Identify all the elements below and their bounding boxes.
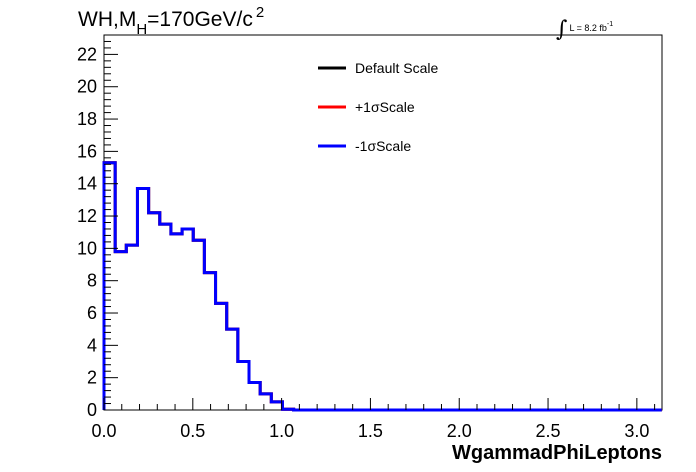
axis-layer: 0 2 4 6 8 10 12 14 16 18 20 22 0.0 0.5 1.0 1.5 2.0 2.5 3.0 bbox=[77, 34, 656, 441]
series-line-0 bbox=[102, 161, 662, 412]
x-tick-label: 1.0 bbox=[269, 421, 294, 441]
y-tick-label: 10 bbox=[77, 238, 97, 258]
series-line-1 bbox=[102, 161, 662, 412]
y-tick-label: 16 bbox=[77, 141, 97, 161]
y-tick-label: 8 bbox=[87, 271, 97, 291]
y-tick-label: 22 bbox=[77, 44, 97, 64]
legend: Default Scale +1σScale -1σScale bbox=[318, 60, 438, 154]
series-layer bbox=[102, 161, 662, 412]
y-tick-label: 14 bbox=[77, 174, 97, 194]
y-tick-label: 18 bbox=[77, 109, 97, 129]
y-tick-label: 2 bbox=[87, 368, 97, 388]
x-axis-title: WgammadPhiLeptons bbox=[452, 442, 662, 464]
luminosity-label: ∫ L = 8.2 fb-1 bbox=[556, 12, 614, 42]
title-superscript: 2 bbox=[255, 4, 265, 21]
x-tick-label: 2.0 bbox=[447, 421, 472, 441]
integral-symbol: ∫ bbox=[556, 17, 568, 42]
y-tick-label: 0 bbox=[87, 400, 97, 420]
plot-frame-border bbox=[103, 34, 663, 411]
legend-entry-label: Default Scale bbox=[355, 60, 438, 76]
x-tick-label: 2.5 bbox=[536, 421, 561, 441]
luminosity-superscript: -1 bbox=[606, 21, 614, 28]
title-prefix: WH,M bbox=[78, 8, 137, 31]
x-tick-label: 3.0 bbox=[624, 421, 649, 441]
x-tick-label: 0.5 bbox=[180, 421, 205, 441]
x-tick-label: 0.0 bbox=[91, 421, 116, 441]
y-tick-label: 4 bbox=[87, 335, 97, 355]
legend-entry-label: +1σScale bbox=[355, 99, 415, 115]
x-tick-label: 1.5 bbox=[358, 421, 383, 441]
y-tick-label: 20 bbox=[77, 77, 97, 97]
title-subscript: H bbox=[136, 21, 148, 38]
legend-entry-label: -1σScale bbox=[355, 138, 411, 154]
y-tick-label: 12 bbox=[77, 206, 97, 226]
series-line-2 bbox=[102, 161, 662, 412]
y-tick-label: 6 bbox=[87, 303, 97, 323]
luminosity-text: L = 8.2 fb bbox=[569, 23, 607, 33]
plot-title: WH,MH=170GeV/c 2 bbox=[78, 4, 264, 38]
title-suffix: =170GeV/c bbox=[147, 8, 253, 31]
plot-frame bbox=[103, 34, 663, 411]
